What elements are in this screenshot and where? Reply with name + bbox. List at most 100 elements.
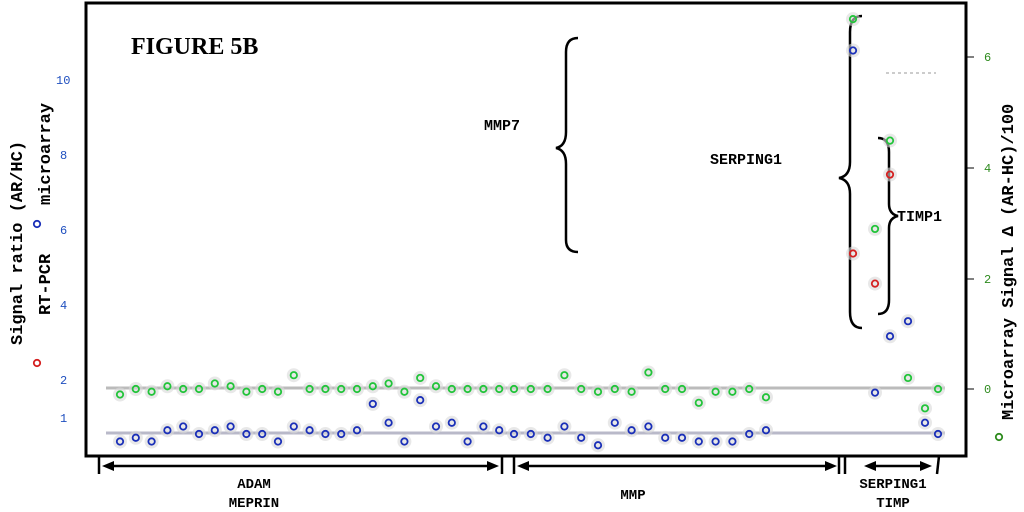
point-microarray-ratio-halo [574, 430, 589, 445]
point-microarray-ratio [194, 429, 204, 439]
left-axis-microarray-label: microarray [37, 103, 56, 205]
point-microarray-ratio [920, 418, 930, 427]
point-microarray-ratio-halo [128, 430, 143, 445]
point-signal-delta-halo [255, 382, 270, 396]
point-microarray-ratio-halo [286, 419, 301, 434]
left-axis-rtpcr-label: RT-PCR [37, 253, 56, 315]
point-microarray-ratio [368, 399, 377, 409]
point-signal-delta-halo [350, 382, 364, 396]
point-signal-delta [526, 384, 535, 394]
point-microarray-ratio-halo [742, 427, 757, 441]
point-microarray-ratio [384, 418, 393, 427]
point-signal-delta [610, 384, 619, 394]
point-microarray-ratio [711, 437, 720, 446]
point-signal-delta-halo [476, 382, 491, 396]
left-tick-label: 4 [60, 299, 67, 313]
point-microarray-ratio [447, 418, 456, 427]
right-tick-label: 0 [984, 383, 991, 397]
point-microarray-ratio-halo [540, 430, 555, 445]
point-signal-delta-halo [607, 382, 622, 396]
point-signal-delta [384, 379, 393, 388]
point-signal-delta-halo [931, 382, 945, 396]
point-microarray-ratio [321, 429, 330, 439]
point-microarray-ratio-halo [144, 434, 159, 449]
right-axis-title: Microarray Signal Δ (AR-HC)/100 [1000, 104, 1019, 420]
point-signal-delta-halo [624, 384, 639, 399]
point-microarray-ratio-halo [334, 427, 349, 441]
point-signal-delta [627, 387, 636, 396]
point-microarray-ratio-halo [160, 423, 175, 438]
point-microarray-ratio-halo [675, 430, 689, 445]
point-microarray-ratio [661, 433, 670, 442]
point-microarray-ratio-halo [725, 434, 740, 449]
left-tick-label: 2 [60, 374, 67, 388]
point-signal-delta [560, 371, 569, 380]
bracket-tick [935, 455, 941, 475]
serping1-brace [838, 14, 863, 330]
point-signal-delta [147, 387, 156, 396]
point-signal-delta-halo [413, 370, 428, 385]
point-microarray-ratio-halo [429, 419, 443, 434]
point-microarray-ratio [903, 317, 913, 326]
point-signal-delta-halo [591, 384, 605, 399]
point-signal-delta [903, 373, 913, 383]
right-tick-label: 6 [984, 51, 991, 65]
point-microarray-ratio-halo [918, 415, 932, 430]
point-microarray-ratio [627, 426, 636, 435]
point-signal-delta [226, 382, 235, 391]
point-signal-delta [933, 384, 943, 394]
point-signal-delta [644, 368, 653, 377]
point-signal-delta-halo [318, 382, 333, 396]
point-microarray-ratio [593, 441, 603, 450]
mmp7-brace [555, 36, 579, 254]
point-microarray-ratio-halo [113, 434, 127, 449]
point-signal-delta [885, 136, 895, 145]
point-microarray-ratio [677, 433, 687, 442]
legend-marker-rtpcr [32, 358, 42, 368]
point-microarray-ratio-halo [868, 385, 882, 400]
point-signal-delta-halo [759, 390, 773, 405]
point-microarray-ratio-halo [207, 423, 222, 438]
point-microarray-ratio-halo [658, 430, 673, 445]
point-microarray-ratio-halo [381, 415, 396, 430]
point-microarray-ratio [273, 437, 283, 446]
point-microarray-ratio [147, 437, 156, 446]
point-microarray-ratio-halo [708, 434, 723, 449]
point-microarray-ratio-halo [492, 423, 507, 438]
point-microarray-ratio-halo [413, 393, 428, 408]
group-label-timp: TIMP [876, 496, 910, 512]
point-signal-delta-halo [523, 382, 538, 396]
point-signal-delta-halo [271, 384, 285, 399]
point-rtpcr [870, 279, 880, 288]
point-signal-delta [479, 384, 488, 394]
point-signal-delta [694, 398, 703, 407]
point-signal-delta-halo [286, 368, 301, 383]
point-signal-delta [543, 384, 552, 394]
group-label-mmp: MMP [620, 488, 645, 504]
point-microarray-ratio-halo [624, 423, 639, 438]
point-microarray-ratio [848, 46, 858, 55]
point-signal-delta-halo [492, 382, 507, 396]
point-microarray-ratio-halo [641, 419, 656, 434]
point-signal-delta [761, 393, 771, 402]
point-microarray-ratio-halo [397, 434, 412, 449]
point-rtpcr-halo [883, 167, 897, 182]
point-signal-delta-halo [846, 12, 860, 27]
point-signal-delta-halo [574, 382, 589, 396]
point-microarray-ratio [337, 429, 346, 439]
point-signal-delta-halo [239, 384, 254, 399]
point-microarray-ratio-halo [591, 438, 605, 453]
point-microarray-ratio-halo [302, 423, 317, 438]
point-microarray-ratio [463, 437, 472, 446]
point-microarray-ratio [179, 422, 188, 431]
point-signal-delta [509, 384, 519, 394]
point-signal-delta [870, 224, 880, 234]
point-microarray-ratio [416, 396, 425, 405]
group-label-meprin: MEPRIN [229, 496, 279, 512]
left-tick-label: 10 [56, 74, 70, 88]
legend-marker-signal-delta [994, 432, 1004, 442]
point-signal-delta-halo [334, 382, 349, 396]
serping-arrow-head-left [864, 461, 876, 471]
point-signal-delta-halo [444, 382, 459, 396]
point-microarray-ratio-halo [444, 415, 459, 430]
